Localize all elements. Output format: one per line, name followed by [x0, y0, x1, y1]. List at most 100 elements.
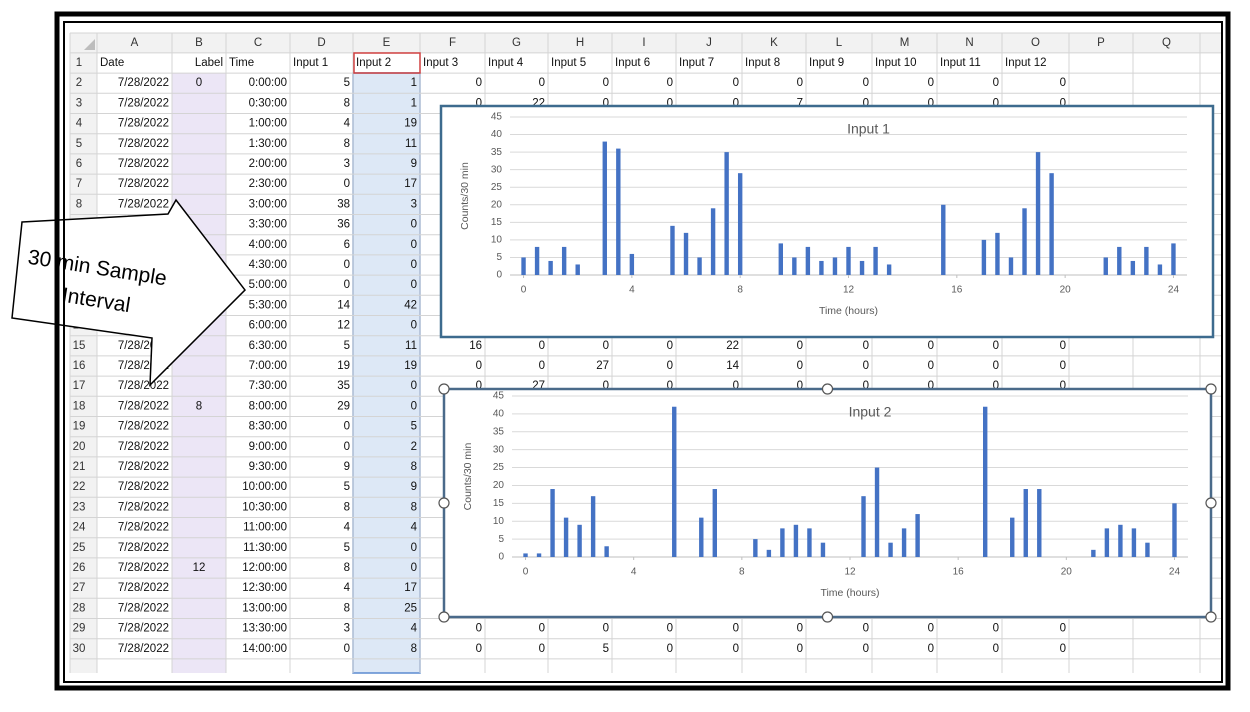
cell-number: 0 — [993, 623, 999, 635]
column-header: K — [770, 37, 778, 49]
bar — [629, 253, 635, 275]
cell-number: 0 — [1060, 97, 1066, 109]
cell-number: 0 — [863, 380, 869, 392]
cell-number: 3 — [344, 158, 350, 170]
cell-number: 8 — [344, 562, 350, 574]
cell-number: 5 — [344, 481, 350, 493]
cell-text: 7/28/2022 — [118, 77, 169, 89]
cell-number: 4 — [411, 522, 418, 534]
y-tick-label: 20 — [491, 199, 503, 210]
cell-number: 0 — [993, 77, 999, 89]
y-tick-label: 45 — [491, 112, 503, 123]
cell-number: 0 — [603, 340, 609, 352]
cell-number: 0 — [344, 441, 350, 453]
cell-text: Input 7 — [679, 57, 714, 69]
row-header: 1 — [76, 57, 82, 69]
cell-number: 0 — [863, 340, 869, 352]
cell-text: 7/28/2022 — [118, 522, 169, 534]
selection-handle — [438, 383, 450, 395]
y-tick-label: 15 — [493, 498, 505, 509]
cell-number: 8 — [196, 400, 202, 412]
row-header: 8 — [76, 198, 82, 210]
cell-text: 2:00:00 — [249, 158, 287, 170]
bar — [981, 239, 987, 275]
bar — [523, 553, 528, 557]
row-header: 20 — [73, 441, 86, 453]
cell-number: 0 — [1060, 380, 1066, 392]
bar — [697, 257, 702, 275]
bar — [861, 496, 866, 557]
column-header: F — [449, 37, 456, 49]
x-tick-label: 16 — [951, 285, 963, 296]
cell-number: 0 — [476, 643, 482, 655]
cell-text: 9:30:00 — [249, 461, 287, 473]
bar — [820, 542, 826, 557]
cell-number: 0 — [863, 97, 869, 109]
column-header: M — [900, 37, 910, 49]
x-tick-label: 0 — [523, 567, 529, 578]
bar — [1131, 528, 1137, 557]
chart: 0 5 10 15 20 25 30 35 40 45 0 4 8 12 16 20 24 Input 2 Time… — [438, 383, 1217, 623]
cell-text: Input 2 — [356, 57, 391, 69]
bar — [941, 204, 946, 275]
cell-number: 11 — [405, 138, 417, 150]
cell-number: 0 — [476, 623, 482, 635]
cell-text: 6:00:00 — [249, 320, 287, 332]
cell-text: 11:00:00 — [243, 522, 287, 534]
cell-text: 3:30:00 — [249, 219, 287, 231]
bar — [1104, 528, 1110, 557]
select-all-corner — [84, 39, 95, 50]
selection-handle — [438, 497, 450, 509]
chart-title: Input 2 — [849, 404, 892, 420]
column-b-highlight — [172, 73, 226, 673]
cell-text: 7/28/2022 — [118, 562, 169, 574]
selection-handle — [438, 611, 450, 623]
bar — [1130, 260, 1136, 275]
cell-text: 12:00:00 — [242, 562, 287, 574]
bar — [1035, 152, 1041, 275]
x-tick-label: 4 — [631, 567, 637, 578]
row-header: 6 — [76, 158, 82, 170]
cell-text: 7/28/2022 — [118, 623, 169, 635]
cell-text: Input 11 — [940, 57, 981, 69]
bar — [792, 257, 797, 275]
cell-number: 0 — [863, 623, 869, 635]
cell-text: 1:30:00 — [249, 138, 287, 150]
bar — [710, 208, 716, 275]
cell-number: 4 — [344, 118, 351, 130]
bar — [832, 257, 838, 275]
row-header: 19 — [73, 421, 86, 433]
bar — [561, 246, 567, 275]
cell-text: 7/28/2022 — [118, 400, 169, 412]
cell-text: 7/28/2022 — [118, 178, 169, 190]
cell-text: 7/28/2022 — [118, 542, 169, 554]
column-header: J — [706, 37, 712, 49]
cell-number: 0 — [667, 97, 673, 109]
cell-number: 19 — [337, 360, 350, 372]
cell-number: 0 — [928, 380, 934, 392]
row-header: 3 — [76, 97, 82, 109]
cell-number: 6 — [344, 239, 350, 251]
cell-number: 0 — [1060, 340, 1066, 352]
cell-number: 35 — [337, 380, 350, 392]
callout: 30 min Sample Interval — [11, 198, 246, 387]
cell-text: 8:00:00 — [249, 400, 287, 412]
cell-number: 0 — [797, 623, 803, 635]
bar — [1008, 257, 1014, 275]
row-header: 30 — [73, 643, 86, 655]
cell-number: 0 — [863, 360, 869, 372]
cell-number: 4 — [411, 623, 418, 635]
row-header: 17 — [73, 380, 86, 392]
cell-text: 4:00:00 — [249, 239, 287, 251]
y-tick-label: 40 — [493, 409, 505, 420]
cell-number: 0 — [993, 340, 999, 352]
bar — [859, 260, 865, 275]
row-header: 27 — [73, 582, 86, 594]
cell-number: 0 — [344, 259, 350, 271]
cell-number: 0 — [928, 360, 934, 372]
y-tick-label: 35 — [493, 426, 505, 437]
cell-number: 0 — [411, 279, 417, 291]
cell-number: 0 — [603, 380, 609, 392]
bar — [873, 246, 878, 275]
